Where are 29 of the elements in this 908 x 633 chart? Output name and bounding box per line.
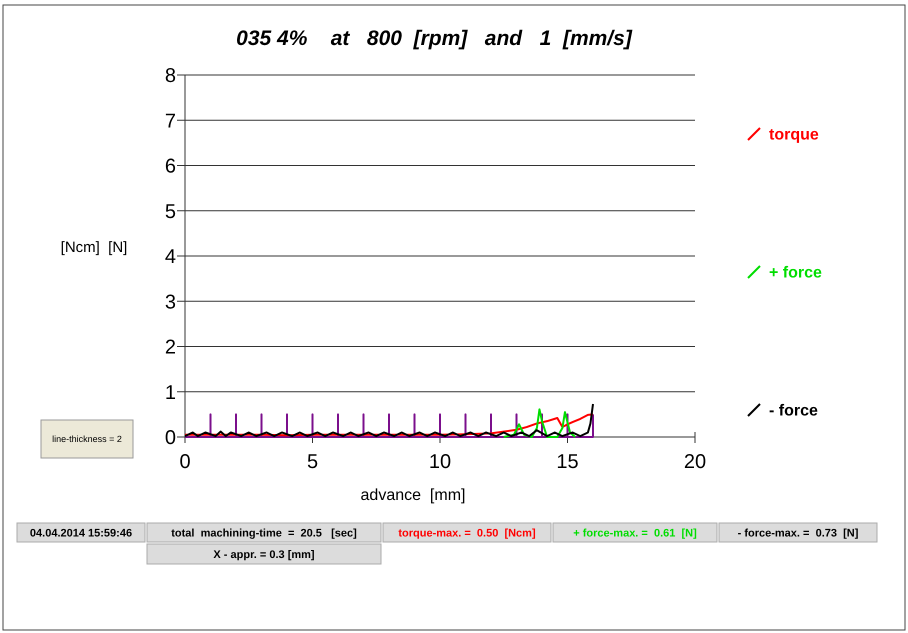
info-box: 04.04.2014 15:59:46	[16, 522, 146, 542]
y-tick-label: 2	[164, 336, 176, 358]
line-series	[502, 408, 576, 438]
info-box: + force-max. = 0.61 [N]	[552, 522, 718, 542]
x-tick-label: 10	[428, 451, 452, 473]
info-box: torque-max. = 0.50 [Ncm]	[382, 522, 552, 542]
info-box: total machining-time = 20.5 [sec]	[146, 522, 382, 542]
y-tick-label: 8	[164, 65, 176, 87]
x-tick-label: 20	[684, 451, 706, 473]
x-tick-label: 15	[556, 451, 579, 473]
y-tick-label: 4	[164, 246, 176, 268]
x-tick-label: 5	[306, 451, 318, 473]
x-tick-label: 0	[179, 451, 191, 473]
y-axis-title: [Ncm] [N]	[60, 239, 128, 256]
y-tick-label: 1	[164, 382, 176, 404]
y-tick-label: 7	[164, 110, 176, 132]
legend-label: - force	[769, 402, 818, 420]
button: line-thickness = 2	[40, 420, 134, 458]
y-tick-label: 6	[164, 156, 176, 178]
legend-label: + force	[769, 264, 822, 282]
chart-title: 035 4% at 800 [rpm] and 1 [mm/s]	[236, 27, 633, 50]
line-series	[184, 402, 594, 438]
y-tick-label: 0	[164, 427, 176, 449]
y-tick-label: 5	[164, 200, 176, 223]
info-box: X - appr. = 0.3 [mm]	[146, 544, 382, 564]
x-axis-title: advance [mm]	[360, 487, 466, 504]
legend-label: torque	[769, 126, 819, 144]
y-tick-label: 3	[164, 291, 176, 314]
info-box: - force-max. = 0.73 [N]	[718, 522, 878, 542]
